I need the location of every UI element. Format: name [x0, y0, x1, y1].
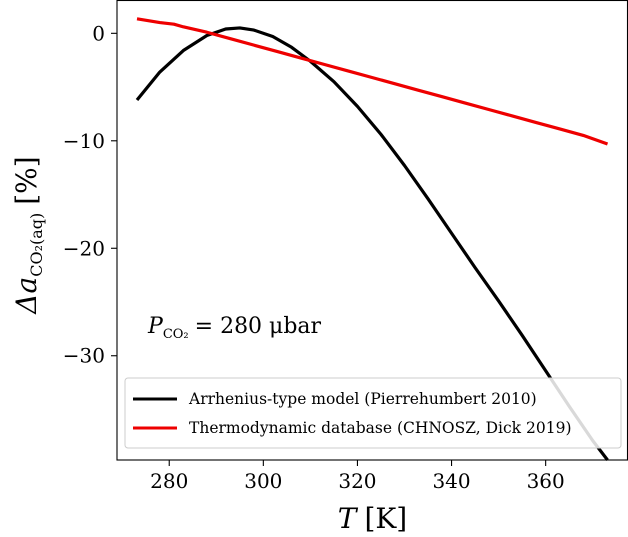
pressure-annotation: PCO₂ = 280 μbar — [147, 314, 322, 342]
y-tick-label: −30 — [63, 344, 105, 368]
pressure-annotation-lhs: P — [147, 314, 164, 339]
plot-lines — [135, 17, 609, 461]
x-ticks: 280 300 320 340 360 — [150, 460, 565, 493]
series-line-0 — [135, 26, 609, 461]
x-tick-label: 300 — [244, 469, 282, 493]
pressure-annotation-rhs: = 280 μbar — [195, 314, 322, 339]
x-tick-label: 320 — [338, 469, 376, 493]
x-tick-label: 360 — [527, 469, 565, 493]
y-axis-label: ΔaCO₂(aq) [%] — [10, 156, 46, 314]
y-tick-label: −20 — [63, 236, 105, 260]
legend-label-arrhenius: Arrhenius-type model (Pierrehumbert 2010… — [188, 390, 537, 408]
x-axis-label-main: T — [338, 502, 359, 535]
y-axis-label-unit: [%] — [10, 156, 43, 204]
legend: Arrhenius-type model (Pierrehumbert 2010… — [124, 377, 622, 449]
x-axis-label: T [K] — [338, 502, 407, 535]
y-axis-label-sub: CO₂(aq) — [27, 213, 46, 277]
y-axis-label-main: Δa — [10, 277, 43, 315]
x-tick-label: 340 — [432, 469, 470, 493]
series-line-1 — [136, 17, 609, 146]
x-tick-label: 280 — [150, 469, 188, 493]
y-tick-label: −10 — [63, 129, 105, 153]
y-ticks: 0 −10 −20 −30 — [63, 21, 117, 368]
legend-box — [124, 377, 622, 449]
x-axis-label-unit: [K] — [364, 502, 407, 535]
legend-label-chnosz: Thermodynamic database (CHNOSZ, Dick 201… — [189, 419, 572, 437]
y-tick-label: 0 — [92, 21, 105, 45]
pressure-annotation-sub: CO₂ — [163, 327, 189, 342]
